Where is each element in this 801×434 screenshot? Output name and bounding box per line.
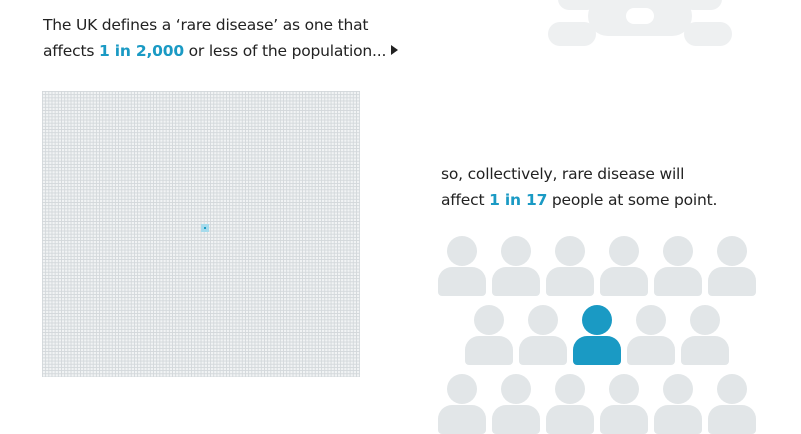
- person-head: [474, 305, 504, 335]
- collective-line-2: affect 1 in 17 people at some point.: [441, 187, 781, 213]
- person-icon: [465, 305, 513, 365]
- population-grid: [42, 91, 360, 377]
- person-icon: [654, 374, 702, 434]
- collective-line-1: so, collectively, rare disease will: [441, 161, 781, 187]
- highlighted-cell: [201, 224, 209, 232]
- person-icon: [654, 236, 702, 296]
- person-head: [663, 374, 693, 404]
- person-head: [663, 236, 693, 266]
- person-body: [600, 405, 648, 434]
- person-icon: [600, 374, 648, 434]
- person-icon: [546, 236, 594, 296]
- person-icon: [492, 236, 540, 296]
- person-body: [708, 267, 756, 296]
- person-icon: [519, 305, 567, 365]
- person-head: [447, 236, 477, 266]
- collective-part1: so, collectively, rare disease will: [441, 165, 685, 183]
- person-head: [609, 374, 639, 404]
- collective-part2-pre: affect: [441, 191, 490, 209]
- person-icon-highlighted: [573, 305, 621, 365]
- person-head: [717, 236, 747, 266]
- person-head: [717, 374, 747, 404]
- person-head: [555, 374, 585, 404]
- person-head: [501, 374, 531, 404]
- person-body: [627, 336, 675, 365]
- person-body: [546, 267, 594, 296]
- person-head: [447, 374, 477, 404]
- person-body: [519, 336, 567, 365]
- person-head: [636, 305, 666, 335]
- intro-text: The UK defines a ‘rare disease’ as one t…: [43, 12, 423, 64]
- intro-highlight: 1 in 2,000: [98, 42, 184, 60]
- intro-line-2: affects 1 in 2,000 or less of the popula…: [43, 38, 423, 64]
- person-icon: [708, 236, 756, 296]
- person-body: [546, 405, 594, 434]
- intro-part1: The UK defines a ‘rare disease’ as one t…: [43, 16, 369, 34]
- collective-highlight: 1 in 17: [489, 191, 548, 209]
- person-icon: [438, 236, 486, 296]
- decorative-shape: [548, 0, 732, 46]
- intro-part2-pre: affects: [43, 42, 99, 60]
- person-head: [609, 236, 639, 266]
- person-body: [492, 267, 540, 296]
- collective-text: so, collectively, rare disease will affe…: [441, 161, 781, 213]
- person-body: [465, 336, 513, 365]
- intro-line-1: The UK defines a ‘rare disease’ as one t…: [43, 12, 423, 38]
- person-head: [582, 305, 612, 335]
- person-icon: [492, 374, 540, 434]
- person-icon: [600, 236, 648, 296]
- intro-part2-post: or less of the population...: [183, 42, 387, 60]
- person-body: [681, 336, 729, 365]
- person-body: [654, 405, 702, 434]
- person-body: [573, 336, 621, 365]
- person-icon: [627, 305, 675, 365]
- person-head: [555, 236, 585, 266]
- person-body: [492, 405, 540, 434]
- person-icon: [681, 305, 729, 365]
- person-body: [438, 267, 486, 296]
- person-icon: [546, 374, 594, 434]
- person-icon: [438, 374, 486, 434]
- person-head: [528, 305, 558, 335]
- person-body: [654, 267, 702, 296]
- person-head: [690, 305, 720, 335]
- arrow-right-icon: [391, 44, 399, 55]
- collective-part2-post: people at some point.: [547, 191, 718, 209]
- person-head: [501, 236, 531, 266]
- person-icon: [708, 374, 756, 434]
- person-body: [438, 405, 486, 434]
- person-body: [708, 405, 756, 434]
- person-body: [600, 267, 648, 296]
